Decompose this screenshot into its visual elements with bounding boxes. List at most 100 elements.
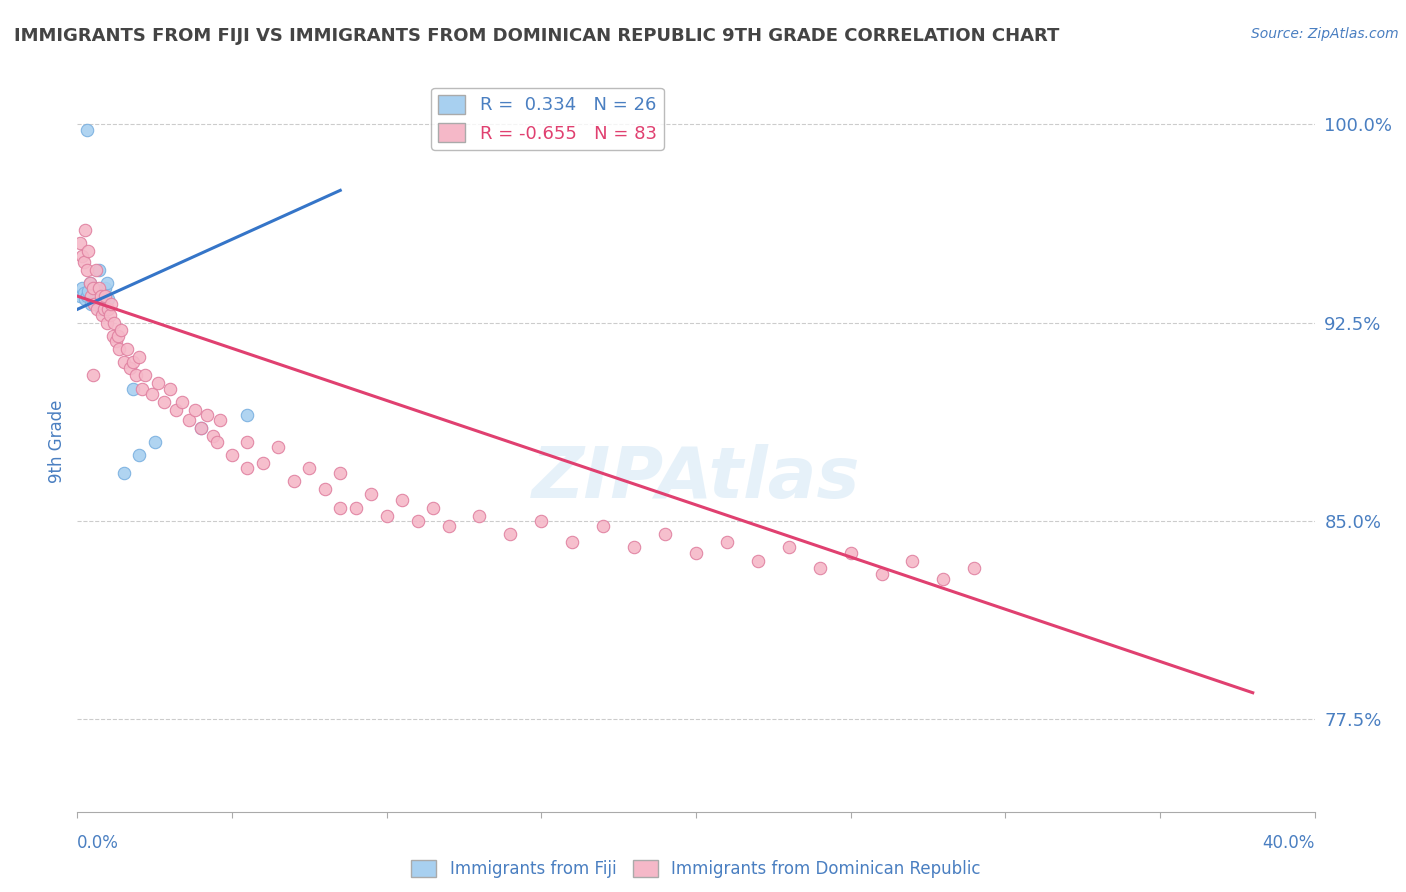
Point	[236, 408, 259, 422]
Point	[329, 467, 352, 481]
Point	[75, 223, 96, 237]
Point	[69, 236, 91, 251]
Point	[90, 302, 112, 317]
Point	[103, 316, 125, 330]
Point	[91, 308, 114, 322]
Point	[468, 508, 491, 523]
Point	[143, 434, 166, 449]
Point	[159, 382, 181, 396]
Point	[97, 292, 120, 306]
Point	[75, 292, 96, 306]
Point	[110, 324, 132, 338]
Point	[80, 289, 103, 303]
Point	[86, 302, 108, 317]
Point	[70, 281, 93, 295]
Text: ZIPAtlas: ZIPAtlas	[531, 444, 860, 513]
Point	[685, 546, 707, 560]
Point	[592, 519, 614, 533]
Point	[314, 482, 336, 496]
Point	[84, 262, 107, 277]
Point	[115, 342, 138, 356]
Point	[932, 572, 955, 586]
Point	[97, 302, 120, 317]
Point	[141, 387, 163, 401]
Point	[128, 448, 150, 462]
Point	[267, 440, 290, 454]
Point	[901, 553, 924, 567]
Point	[76, 289, 98, 303]
Point	[101, 328, 124, 343]
Point	[112, 467, 135, 481]
Point	[283, 474, 305, 488]
Point	[94, 281, 117, 295]
Point	[77, 284, 100, 298]
Point	[963, 561, 986, 575]
Point	[86, 292, 108, 306]
Point	[153, 395, 176, 409]
Point	[107, 328, 129, 343]
Point	[190, 421, 212, 435]
Point	[131, 382, 153, 396]
Point	[221, 448, 243, 462]
Point	[184, 402, 207, 417]
Point	[205, 434, 228, 449]
Point	[76, 122, 98, 136]
Y-axis label: 9th Grade: 9th Grade	[48, 400, 66, 483]
Point	[808, 561, 831, 575]
Point	[202, 429, 225, 443]
Point	[80, 297, 103, 311]
Point	[252, 456, 274, 470]
Point	[84, 289, 107, 303]
Point	[236, 461, 259, 475]
Point	[190, 421, 212, 435]
Point	[122, 382, 145, 396]
Point	[82, 294, 104, 309]
Point	[94, 289, 117, 303]
Point	[146, 376, 169, 391]
Point	[93, 302, 115, 317]
Point	[98, 308, 121, 322]
Point	[422, 500, 444, 515]
Point	[96, 316, 118, 330]
Point	[172, 395, 194, 409]
Point	[165, 402, 187, 417]
Point	[134, 368, 156, 383]
Text: 40.0%: 40.0%	[1263, 834, 1315, 852]
Point	[561, 535, 583, 549]
Point	[72, 254, 94, 268]
Point	[77, 244, 100, 259]
Point	[870, 566, 893, 581]
Point	[105, 334, 127, 348]
Point	[437, 519, 460, 533]
Point	[87, 281, 110, 295]
Point	[778, 541, 800, 555]
Point	[125, 368, 148, 383]
Text: Source: ZipAtlas.com: Source: ZipAtlas.com	[1251, 27, 1399, 41]
Point	[108, 342, 131, 356]
Point	[747, 553, 769, 567]
Point	[79, 276, 101, 290]
Point	[499, 527, 522, 541]
Point	[122, 355, 145, 369]
Point	[72, 286, 94, 301]
Point	[177, 413, 200, 427]
Text: IMMIGRANTS FROM FIJI VS IMMIGRANTS FROM DOMINICAN REPUBLIC 9TH GRADE CORRELATION: IMMIGRANTS FROM FIJI VS IMMIGRANTS FROM …	[14, 27, 1060, 45]
Point	[83, 297, 105, 311]
Point	[82, 368, 104, 383]
Point	[87, 262, 110, 277]
Point	[329, 500, 352, 515]
Point	[83, 281, 105, 295]
Point	[623, 541, 645, 555]
Point	[360, 487, 382, 501]
Point	[375, 508, 398, 523]
Point	[76, 262, 98, 277]
Point	[118, 360, 141, 375]
Point	[298, 461, 321, 475]
Point	[82, 281, 104, 295]
Point	[654, 527, 676, 541]
Point	[406, 514, 429, 528]
Point	[93, 286, 115, 301]
Text: 0.0%: 0.0%	[77, 834, 120, 852]
Point	[69, 289, 91, 303]
Point	[96, 276, 118, 290]
